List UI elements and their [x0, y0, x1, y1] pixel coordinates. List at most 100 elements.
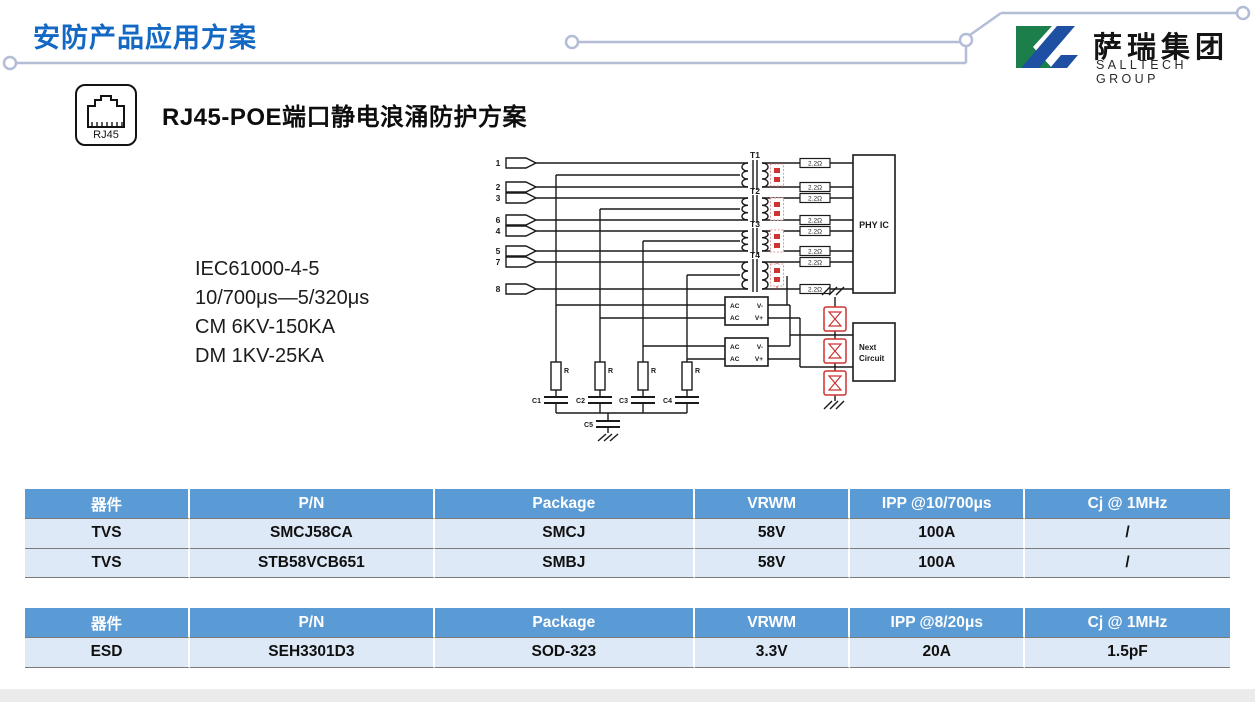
cell-cj: 1.5pF	[1025, 638, 1230, 668]
cell-ipp: 100A	[850, 519, 1026, 549]
bridge-vminus-label: V-	[757, 344, 763, 351]
rj45-icon: RJ45	[75, 84, 137, 146]
pin-label: 5	[496, 246, 501, 256]
next-circuit-label: Circuit	[859, 354, 885, 363]
cell-device: ESD	[25, 638, 191, 668]
cell-vrwm: 58V	[694, 519, 851, 549]
series-resistors: 2.2Ω 2.2Ω 2.2Ω 2.2Ω 2.2Ω 2.2Ω 2.2Ω 2.2Ω	[799, 157, 853, 295]
cell-ipp: 100A	[850, 548, 1026, 578]
bridge-ac-label: AC	[730, 356, 740, 363]
col-header-package: Package	[434, 608, 695, 638]
bridge-ac-label: AC	[730, 315, 740, 322]
next-circuit-label: Next	[859, 343, 877, 352]
col-header-device: 器件	[25, 608, 191, 638]
r-label: R	[564, 368, 569, 375]
cell-pn: SMCJ58CA	[190, 519, 435, 549]
col-header-vrwm: VRWM	[694, 489, 851, 519]
pin-label: 1	[496, 158, 501, 168]
col-header-device: 器件	[25, 489, 191, 519]
salltech-logo-icon	[1016, 26, 1078, 68]
pin-label: 4	[496, 226, 501, 236]
cell-pn: STB58VCB651	[190, 548, 435, 578]
protection-circuit-diagram: 1 2 3 6 4 5 7 8 T1 T2 T3 T4	[496, 150, 896, 442]
pin-label: 8	[496, 284, 501, 294]
header-decoration-lines	[2, 5, 1251, 71]
table-header-row: 器件 P/N Package VRWM IPP @8/20μs Cj @ 1MH…	[25, 608, 1230, 638]
cell-package: SMCJ	[434, 519, 695, 549]
bridge-rectifiers: AC AC V- V+ AC AC V- V+	[556, 276, 853, 368]
cell-pn: SEH3301D3	[190, 638, 435, 668]
cap-label: C3	[619, 398, 628, 405]
spec-line: CM 6KV-150KA	[195, 316, 336, 338]
cap-label: C4	[663, 398, 672, 405]
resistor-value: 2.2Ω	[808, 196, 822, 203]
transformer-label: T4	[750, 250, 760, 260]
table-row: TVS STB58VCB651 SMBJ 58V 100A /	[25, 548, 1230, 578]
pin-label: 7	[496, 257, 501, 267]
phy-ic-box	[852, 154, 896, 294]
spec-line: IEC61000-4-5	[195, 258, 320, 280]
resistor-value: 2.2Ω	[808, 185, 822, 192]
cell-package: SMBJ	[434, 548, 695, 578]
logo-company-name: 萨瑞集团	[1093, 32, 1230, 64]
page-title: 安防产品应用方案	[33, 23, 257, 53]
transformer-label: T3	[750, 219, 760, 229]
esd-spec-table: 器件 P/N Package VRWM IPP @8/20μs Cj @ 1MH…	[25, 608, 1230, 668]
table-header-row: 器件 P/N Package VRWM IPP @10/700μs Cj @ 1…	[25, 489, 1230, 519]
pin-label: 6	[496, 215, 501, 225]
resistor-value: 2.2Ω	[808, 249, 822, 256]
power-tvs-chain	[821, 286, 847, 410]
resistor-value: 2.2Ω	[808, 260, 822, 267]
bridge-vplus-label: V+	[755, 315, 763, 322]
r-label: R	[695, 368, 700, 375]
bridge-ac-label: AC	[730, 303, 740, 310]
cap-label: C2	[576, 398, 585, 405]
transformer-label: T1	[750, 150, 760, 160]
spec-line: DM 1KV-25KA	[195, 345, 324, 367]
bridge-vplus-label: V+	[755, 356, 763, 363]
rj45-icon-label: RJ45	[93, 129, 119, 141]
r-label: R	[608, 368, 613, 375]
col-header-cj: Cj @ 1MHz	[1025, 489, 1230, 519]
r-label: R	[651, 368, 656, 375]
spec-line: 10/700μs—5/320μs	[195, 287, 370, 309]
resistor-value: 2.2Ω	[808, 161, 822, 168]
pin-label: 2	[496, 182, 501, 192]
cell-package: SOD-323	[434, 638, 695, 668]
col-header-cj: Cj @ 1MHz	[1025, 608, 1230, 638]
table-row: ESD SEH3301D3 SOD-323 3.3V 20A 1.5pF	[25, 638, 1230, 668]
cap-label: C5	[584, 422, 593, 429]
col-header-vrwm: VRWM	[694, 608, 851, 638]
cell-vrwm: 3.3V	[694, 638, 851, 668]
line-tvs-diodes	[770, 163, 784, 289]
col-header-pn: P/N	[190, 608, 435, 638]
col-header-pn: P/N	[190, 489, 435, 519]
tvs-spec-table: 器件 P/N Package VRWM IPP @10/700μs Cj @ 1…	[25, 489, 1230, 578]
bridge-vminus-label: V-	[757, 303, 763, 310]
surge-spec-text: IEC61000-4-5 10/700μs—5/320μs CM 6KV-150…	[195, 255, 369, 371]
col-header-ipp: IPP @10/700μs	[850, 489, 1026, 519]
slide-bottom-edge	[0, 689, 1255, 702]
cell-ipp: 20A	[850, 638, 1026, 668]
resistor-value: 2.2Ω	[808, 218, 822, 225]
cap-label: C1	[532, 398, 541, 405]
rj45-pin-connectors	[505, 157, 538, 295]
logo-company-name-en: SALLTECH GROUP	[1096, 58, 1187, 86]
resistor-value: 2.2Ω	[808, 287, 822, 294]
col-header-package: Package	[434, 489, 695, 519]
bridge-ac-label: AC	[730, 344, 740, 351]
rj45-jack-icon	[87, 95, 125, 128]
table-row: TVS SMCJ58CA SMCJ 58V 100A /	[25, 519, 1230, 549]
transformer-label: T2	[750, 186, 760, 196]
resistor-value: 2.2Ω	[808, 229, 822, 236]
section-heading: RJ45-POE端口静电浪涌防护方案	[162, 104, 528, 131]
cell-cj: /	[1025, 548, 1230, 578]
next-circuit-box	[852, 322, 896, 382]
col-header-ipp: IPP @8/20μs	[850, 608, 1026, 638]
phy-ic-label: PHY IC	[859, 220, 889, 230]
cell-device: TVS	[25, 519, 191, 549]
center-tap-rc-network: R R R R C1 C2 C3 C4 C5	[532, 174, 740, 442]
pin-label: 3	[496, 193, 501, 203]
cell-cj: /	[1025, 519, 1230, 549]
cell-device: TVS	[25, 548, 191, 578]
